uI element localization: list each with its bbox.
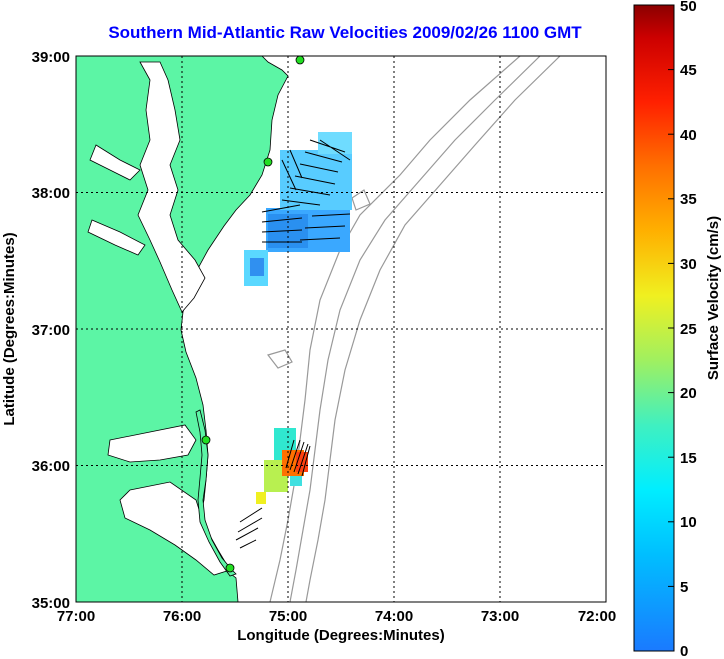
colorbar-tick-label: 20: [680, 385, 697, 402]
x-axis: 77:00 76:00 75:00 74:00 73:00 72:00 Long…: [57, 608, 616, 644]
y-tick-label: 38:00: [32, 185, 70, 202]
figure-title: Southern Mid-Atlantic Raw Velocities 200…: [108, 23, 582, 42]
x-tick-label: 73:00: [481, 608, 519, 625]
chesapeake-bay: [137, 61, 206, 313]
pamlico-sound: [119, 481, 231, 576]
albemarle-sound: [107, 424, 197, 463]
colorbar-tick-label: 5: [680, 579, 688, 596]
plot-area: [75, 55, 607, 603]
outer-banks: [195, 409, 237, 577]
y-axis: 39:00 38:00 37:00 36:00 35:00 Latitude (…: [1, 49, 70, 612]
colorbar-tick-label: 40: [680, 127, 697, 144]
colorbar-tick-label: 10: [680, 514, 697, 531]
colorbar-scale: [633, 4, 675, 652]
x-tick-label: 77:00: [57, 608, 95, 625]
bay-tributary: [89, 144, 141, 181]
colorbar-tick-label: 15: [680, 450, 697, 467]
x-axis-label: Longitude (Degrees:Minutes): [237, 627, 445, 644]
colorbar-tick-label: 0: [680, 643, 688, 659]
y-tick-label: 36:00: [32, 458, 70, 475]
colorbar-label: Surface Velocity (cm/s): [705, 216, 722, 380]
y-tick-label: 35:00: [32, 595, 70, 612]
radar-stations: [201, 56, 305, 573]
plot-frame: [75, 55, 607, 603]
x-tick-label: 76:00: [163, 608, 201, 625]
colorbar: 50 45 40 35 30 25 20 15 10 5 0 Surface V…: [633, 0, 722, 659]
colorbar-tick-label: 50: [680, 0, 697, 15]
bay-tributary-2: [87, 219, 146, 256]
velocity-vectors-south: [235, 439, 311, 549]
colorbar-tick-label: 45: [680, 62, 697, 79]
grid-lines: [76, 56, 606, 602]
y-axis-label: Latitude (Degrees:Minutes): [1, 232, 18, 425]
velocity-vectors-north: [261, 139, 351, 243]
colorbar-tick-label: 30: [680, 256, 697, 273]
colorbar-ticks: [668, 4, 674, 652]
x-tick-label: 74:00: [375, 608, 413, 625]
bathymetry-contours: [266, 56, 561, 602]
y-tick-label: 37:00: [32, 322, 70, 339]
x-tick-label: 75:00: [269, 608, 307, 625]
colorbar-tick-label: 35: [680, 191, 697, 208]
y-tick-label: 39:00: [32, 49, 70, 66]
colorbar-tick-label: 25: [680, 321, 697, 338]
x-tick-label: 72:00: [578, 608, 616, 625]
